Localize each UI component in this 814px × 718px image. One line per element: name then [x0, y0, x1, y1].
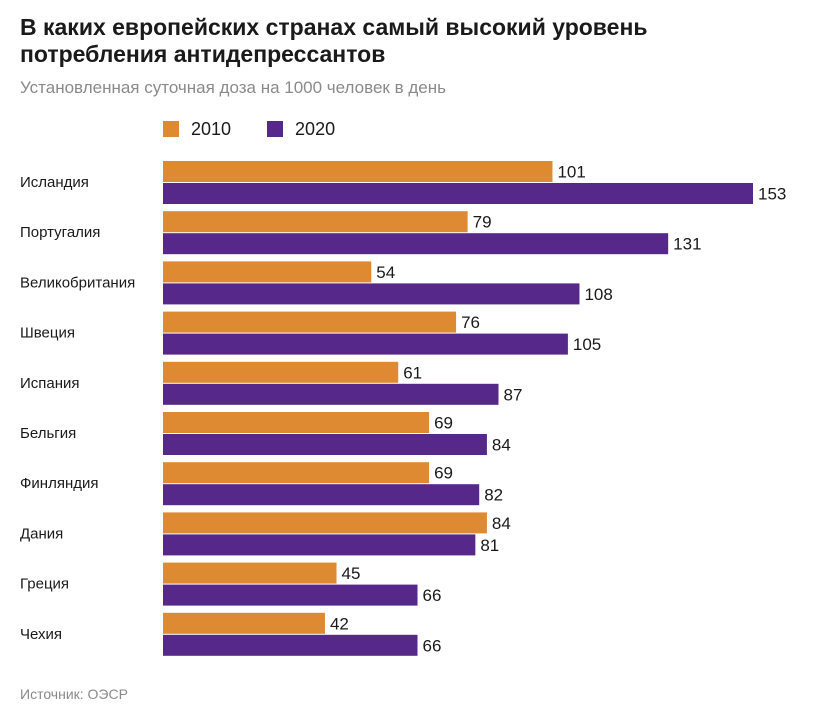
- data-label-2020: 87: [503, 385, 522, 404]
- bar-2010-9: [163, 612, 325, 634]
- data-label-2020: 82: [484, 486, 503, 505]
- data-label-2010: 76: [461, 313, 480, 332]
- bar-2020-2: [163, 283, 580, 305]
- category-label: Португалия: [20, 224, 100, 241]
- data-label-2010: 101: [557, 163, 585, 182]
- legend-label-2020: 2020: [295, 118, 336, 139]
- bar-2010-7: [163, 512, 487, 534]
- bar-2020-7: [163, 534, 476, 556]
- category-label: Великобритания: [20, 274, 135, 291]
- legend-item-2020: 2020: [267, 119, 335, 140]
- bar-2010-2: [163, 261, 372, 283]
- category-label: Дания: [20, 525, 63, 542]
- data-label-2020: 66: [423, 586, 442, 605]
- bar-2010-8: [163, 562, 337, 584]
- data-label-2020: 81: [480, 536, 499, 555]
- legend-label-2010: 2010: [191, 118, 232, 139]
- chart-subtitle: Установленная суточная доза на 1000 чело…: [20, 78, 446, 97]
- data-label-2020: 108: [584, 285, 612, 304]
- data-label-2010: 42: [330, 614, 349, 633]
- data-label-2020: 105: [573, 335, 601, 354]
- bar-2020-8: [163, 584, 418, 606]
- bar-2010-3: [163, 311, 457, 333]
- data-label-2010: 69: [434, 464, 453, 483]
- data-label-2010: 79: [473, 213, 492, 232]
- data-label-2010: 61: [403, 363, 422, 382]
- data-label-2020: 84: [492, 436, 511, 455]
- bar-2020-1: [163, 233, 669, 255]
- category-label: Испания: [20, 375, 80, 392]
- category-label: Исландия: [20, 174, 89, 191]
- category-label: Греция: [20, 576, 69, 593]
- category-label: Швеция: [20, 325, 75, 342]
- legend-item-2010: 2010: [163, 119, 231, 140]
- legend: 2010 2020: [163, 117, 371, 141]
- category-label: Чехия: [20, 626, 62, 643]
- data-label-2010: 54: [376, 263, 395, 282]
- bar-2010-0: [163, 161, 553, 182]
- bar-2020-5: [163, 434, 487, 455]
- bar-2020-0: [163, 183, 753, 204]
- category-label: Финляндия: [20, 475, 98, 492]
- data-label-2020: 66: [423, 636, 442, 655]
- bar-2020-6: [163, 484, 480, 506]
- legend-swatch-2010: [163, 121, 179, 137]
- bar-chart: Исландия 101 153 Португалия 79 131 Великобрита…: [20, 161, 786, 656]
- bar-2010-6: [163, 462, 430, 484]
- category-label: Бельгия: [20, 425, 76, 442]
- data-label-2010: 69: [434, 414, 453, 433]
- bar-2020-4: [163, 383, 499, 405]
- bar-2020-3: [163, 333, 568, 355]
- bar-2010-1: [163, 211, 468, 233]
- data-label-2020: 131: [673, 235, 701, 254]
- data-label-2010: 84: [492, 514, 511, 533]
- bar-2020-9: [163, 634, 418, 656]
- data-label-2010: 45: [342, 564, 361, 583]
- bar-2010-5: [163, 412, 430, 433]
- bar-2010-4: [163, 361, 399, 383]
- data-label-2020: 153: [758, 185, 786, 204]
- chart-title: В каких европейских странах самый высоки…: [20, 14, 648, 67]
- legend-swatch-2020: [267, 121, 284, 137]
- source-note: Источник: ОЭСР: [20, 686, 128, 702]
